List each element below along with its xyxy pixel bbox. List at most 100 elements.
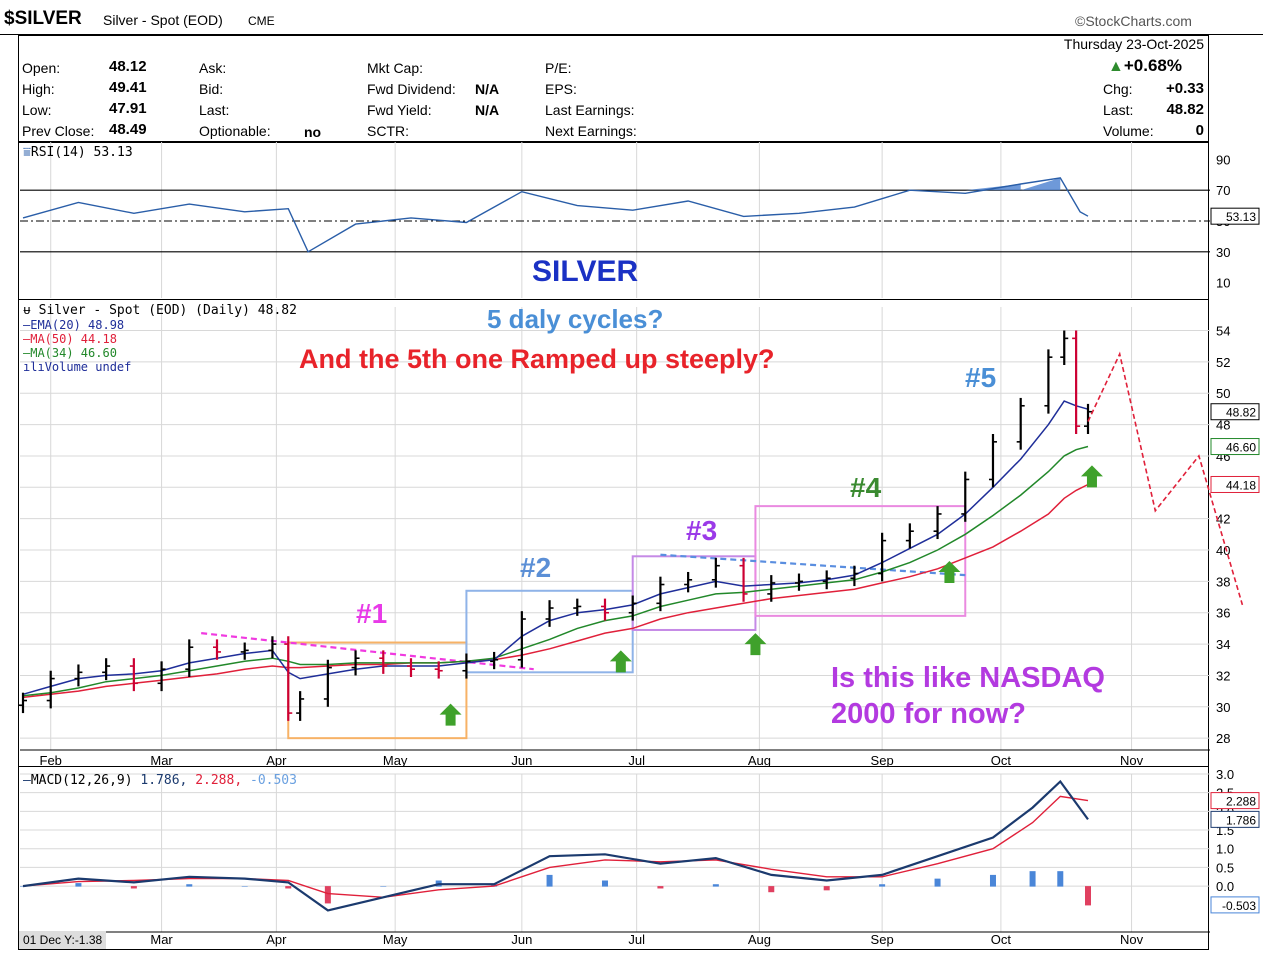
ma34-line [22,445,1089,697]
cycle-4-arrow-icon [938,560,961,583]
high-label: High: [22,81,55,97]
brand: ©StockCharts.com [1075,13,1192,29]
annotation-q1: 5 daly cycles? [487,304,664,334]
rsi-last-tag-box [1210,207,1260,225]
legend-ema20: —EMA(20) 48.98 [23,318,125,332]
price-y-tick: 28 [1216,731,1230,746]
rsi-y-tick: 10 [1216,276,1230,291]
macd-hist-bar [657,886,664,889]
macd-x-tick: Nov [1120,932,1144,947]
macd-line [22,779,1089,912]
ask-label: Ask: [199,60,227,76]
macd-legend-macd: 1.786, [140,773,188,788]
price-x-tick: Jul [628,753,645,768]
macd-x-tick: Jul [628,932,645,947]
last-earnings-label: Last Earnings: [545,102,635,118]
price-x-tick: Apr [266,753,287,768]
price-x-tick: Mar [150,753,173,768]
macd-x-tick: May [383,932,408,947]
cycle-4-box [754,505,967,617]
macd-x-tick: Apr [266,932,287,947]
optionable-value: no [304,124,322,140]
cycle-3-arrow-icon [744,633,767,656]
last-label-mid: Last: [199,102,230,118]
macd-legend-hist: -0.503 [250,773,297,788]
cycle-1-trendline [201,632,534,671]
forecast-path [1087,351,1244,606]
macd-hist-bar [324,886,331,904]
price-x-tick: Sep [871,753,894,768]
macd-hist-bar [879,884,886,887]
price-y-tick: 48 [1216,418,1230,433]
chart-title: SILVER [532,255,639,288]
legend-ma50-text: MA(50) 44.18 [30,332,117,346]
price-legend-title: ᵾ Silver - Spot (EOD) (Daily) 48.82 [23,303,297,318]
price-y-tick: 42 [1216,512,1230,527]
macd-hist-tag-box [1210,896,1260,914]
volume-label: Volume: [1103,123,1154,139]
symbol: $SILVER [4,8,82,29]
macd-hist-bar [285,886,292,889]
macd-hist-bar [241,886,248,887]
cycle-5-arrow-icon [1080,465,1103,488]
instrument-name: Silver - Spot (EOD) [103,12,223,28]
last-label: Last: [1103,102,1134,118]
macd-hist-bar [712,884,719,887]
cycle-3-trendline [660,553,966,577]
macd-x-tick: Mar [150,932,173,947]
ma50-tag-box [1210,475,1260,493]
macd-value-tag-box [1210,810,1260,828]
macd-hist-bar [823,886,830,891]
cycle-4-label: #4 [850,472,882,503]
macd-hist-bar [768,886,775,893]
cycle-2-box [465,589,634,674]
low-value: 47.91 [109,100,147,117]
macd-y-tick: 1.0 [1216,842,1234,857]
rsi-legend-icon: ⩸ [23,145,31,160]
quote-panel: Thursday 23-Oct-2025 Open: 48.12 High: 4… [18,35,1209,142]
footer-readout: 01 Dec Y:-1.38 [19,931,107,949]
rsi-y-tick: 30 [1216,245,1230,260]
date-line: Thursday 23-Oct-2025 [1063,36,1204,52]
rsi-y-tick: 90 [1216,152,1230,167]
macd-x-tick: Oct [991,932,1012,947]
price-x-tick: Oct [991,753,1012,768]
rsi-line [22,177,1089,253]
legend-volume-text: Volume undef [44,360,132,374]
price-svg: Feb Mar Apr May Jun Jul Aug Sep Oct Nov 54 52 50 48 46… [19,307,1260,768]
price-x-tick: Jun [511,753,532,768]
rsi-last-tag: 53.13 [1226,210,1256,224]
price-x-tick: Nov [1120,753,1144,768]
legend-volume: ılıVolume undef [23,360,297,374]
open-value: 48.12 [109,58,147,75]
volume-icon: ılı [23,360,45,374]
chg-value: +0.33 [1166,80,1204,97]
exchange: CME [248,14,275,28]
last-price-tag-box [1210,403,1260,421]
price-y-tick: 50 [1216,386,1230,401]
price-pane: Feb Mar Apr May Jun Jul Aug Sep Oct Nov 54 52 50 48 46… [18,299,1260,768]
price-legend: ᵾ Silver - Spot (EOD) (Daily) 48.82 —EMA… [23,303,297,374]
chg-label: Chg: [1103,81,1133,97]
ma34-tag: 46.60 [1226,441,1256,455]
high-value: 49.41 [109,79,147,96]
macd-y-tick: 0.0 [1216,879,1234,894]
rsi-pane: 907050301053.13 ⩸RSI(14) 53.13 SILVER [18,142,1260,300]
rsi-y-tick: 70 [1216,183,1230,198]
macd-hist-bar [989,874,996,887]
fwd-yield-value: N/A [475,102,500,118]
rsi-legend: ⩸RSI(14) 53.13 [23,145,133,160]
legend-ma50: —MA(50) 44.18 [23,332,117,346]
macd-hist-bar [1029,871,1036,887]
annotation-nasdaq: Is this like NASDAQ 2000 for now? [831,662,1105,730]
rsi-overbought-fill [1020,177,1061,191]
price-x-tick: Feb [40,753,62,768]
low-label: Low: [22,102,52,118]
bid-label: Bid: [199,81,224,97]
macd-signal-tag-box [1210,792,1260,810]
ma50-tag: 44.18 [1226,478,1256,492]
pe-label: P/E: [545,60,572,76]
macd-hist-bar [380,886,387,887]
ma34-tag-box [1210,438,1260,456]
